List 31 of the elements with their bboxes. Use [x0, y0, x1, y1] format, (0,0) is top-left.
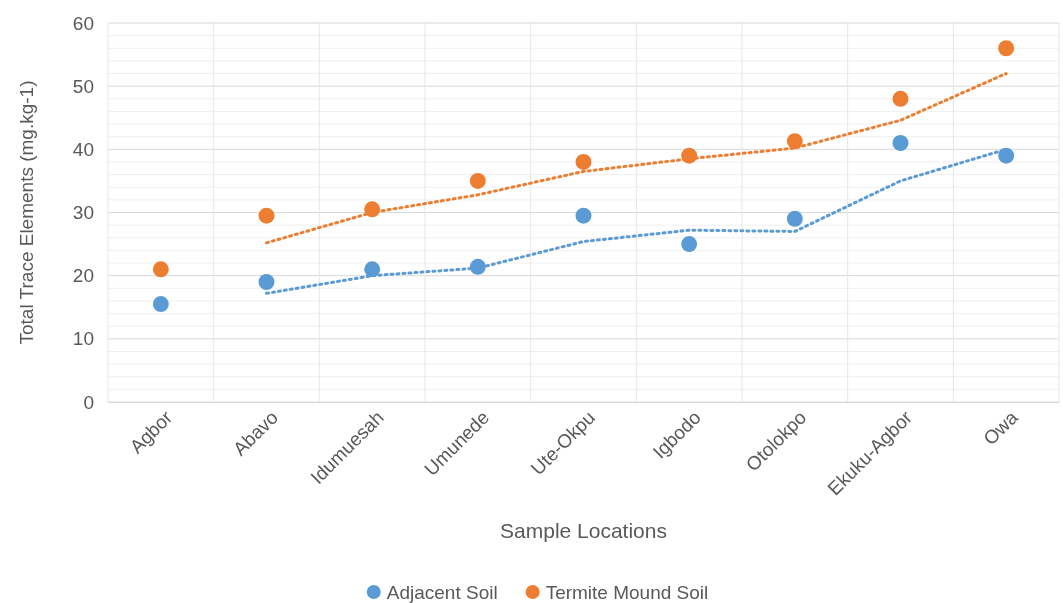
point	[469, 172, 486, 189]
point	[786, 210, 803, 227]
y-tick-label: 10	[72, 328, 94, 350]
y-tick-label: 0	[83, 391, 94, 413]
point	[681, 236, 698, 253]
point	[469, 258, 486, 275]
y-tick-label: 30	[72, 202, 94, 224]
point	[152, 261, 169, 278]
x-axis-title: Sample Locations	[500, 519, 667, 542]
point	[681, 147, 698, 164]
point	[786, 133, 803, 150]
point	[998, 40, 1015, 57]
y-tick-label: 20	[72, 265, 94, 287]
legend-label: Termite Mound Soil	[545, 581, 709, 603]
point	[258, 207, 275, 224]
point	[258, 274, 275, 290]
y-tick-label: 50	[72, 75, 94, 97]
legend-label: Adjacent Soil	[386, 581, 498, 603]
point	[364, 201, 381, 218]
point	[152, 296, 169, 313]
y-tick-label: 60	[72, 12, 94, 34]
y-tick-label: 40	[72, 138, 94, 160]
y-axis-title: Total Trace Elements (mg.kg-1)	[16, 80, 37, 345]
point	[892, 90, 909, 107]
x-tick-label: Owa	[979, 406, 1022, 450]
point	[892, 135, 909, 151]
point	[364, 261, 381, 278]
point	[575, 154, 592, 170]
point	[575, 207, 592, 224]
point	[998, 147, 1015, 164]
line-series	[265, 72, 1008, 245]
